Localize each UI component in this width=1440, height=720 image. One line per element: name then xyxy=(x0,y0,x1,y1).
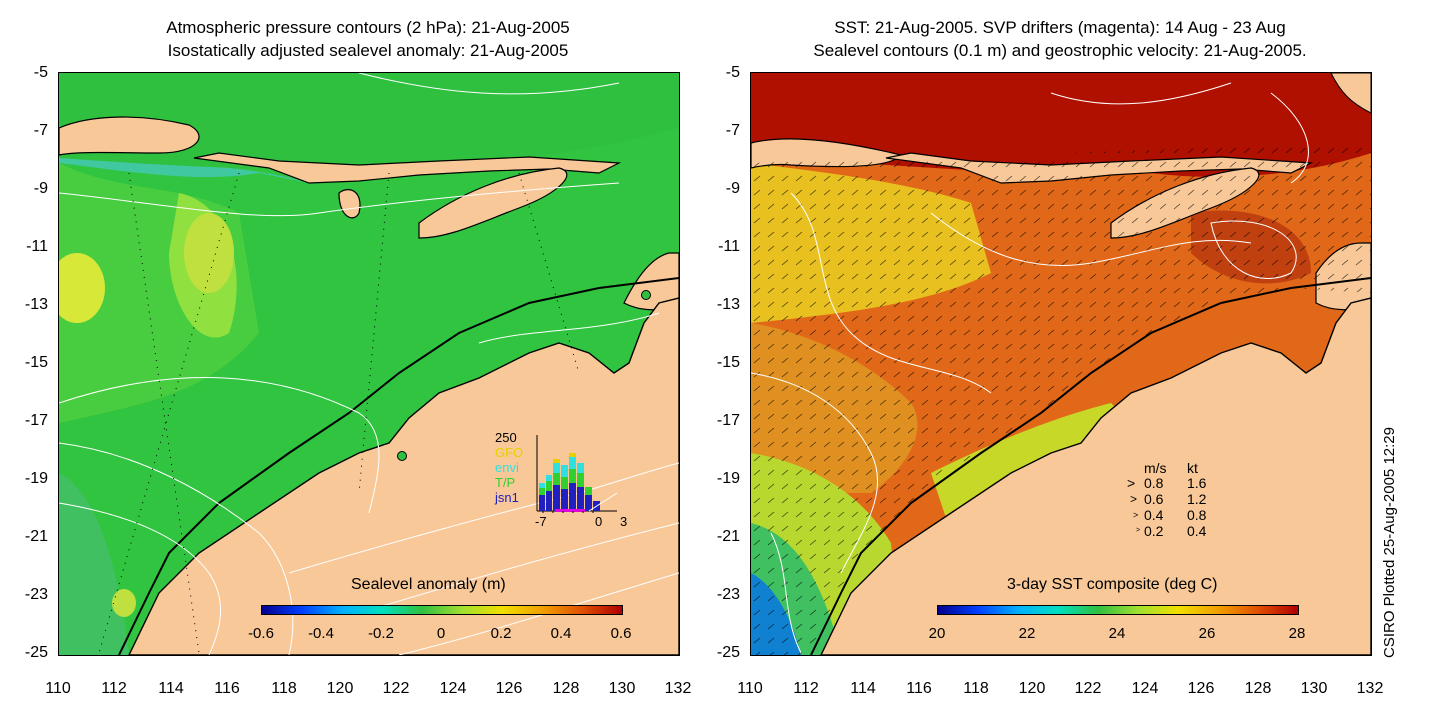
velocity-row-3-kt: 0.4 xyxy=(1187,523,1207,539)
right-title-line2: Sealevel contours (0.1 m) and geostrophi… xyxy=(813,41,1307,60)
left-ytick-2: -9 xyxy=(33,180,48,197)
right-xtick-10: 130 xyxy=(1300,680,1328,697)
right-xtick-0: 110 xyxy=(737,680,763,697)
left-xtick-11: 132 xyxy=(664,680,692,697)
velocity-row-2-ms: 0.4 xyxy=(1144,507,1164,523)
velocity-row-2-kt: 0.8 xyxy=(1187,507,1207,523)
velocity-arrow-icon-2: > xyxy=(1133,510,1139,520)
right-cb-tick-1: 22 xyxy=(1018,625,1036,642)
left-xtick-10: 130 xyxy=(608,680,636,697)
right-cb-tick-2: 24 xyxy=(1108,625,1126,642)
left-xtick-2: 114 xyxy=(158,680,184,697)
left-xtick-1: 112 xyxy=(101,680,127,697)
left-ytick-6: -17 xyxy=(24,412,48,429)
right-ytick-2: -9 xyxy=(725,180,740,197)
velocity-arrow-icon-3: > xyxy=(1136,527,1141,534)
left-ytick-7: -19 xyxy=(24,470,48,487)
sst-map: m/s kt > 0.8 1.6 > 0.6 1.2 > 0.4 0.8 > 0… xyxy=(750,72,1372,656)
left-cb-tick-6: 0.6 xyxy=(610,625,632,642)
right-ytick-3: -11 xyxy=(718,238,740,255)
left-cb-tick-1: -0.4 xyxy=(308,625,334,642)
sst-map-svg xyxy=(751,73,1371,655)
sealevel-anomaly-map: Sealevel anomaly (m) -0.6 -0.4 -0.2 0 0.… xyxy=(58,72,680,656)
left-xtick-3: 116 xyxy=(214,680,240,697)
right-cb-tick-3: 26 xyxy=(1198,625,1216,642)
right-title-line1: SST: 21-Aug-2005. SVP drifters (magenta)… xyxy=(834,18,1286,37)
right-ytick-5: -15 xyxy=(716,354,740,371)
right-xtick-9: 128 xyxy=(1244,680,1272,697)
left-title-line2: Isostatically adjusted sealevel anomaly:… xyxy=(167,41,569,60)
velocity-header-ms: m/s xyxy=(1144,460,1167,476)
csiro-plotted-label: CSIRO Plotted 25-Aug-2005 12:29 xyxy=(1381,427,1398,658)
velocity-row-1-ms: 0.6 xyxy=(1144,491,1164,507)
right-ytick-10: -25 xyxy=(716,644,740,661)
velocity-row-0-ms: 0.8 xyxy=(1144,475,1164,491)
histogram-chart xyxy=(536,435,618,513)
left-xtick-0: 110 xyxy=(45,680,71,697)
right-xtick-1: 112 xyxy=(793,680,819,697)
left-cb-tick-3: 0 xyxy=(436,625,446,642)
left-xtick-8: 126 xyxy=(495,680,523,697)
right-ytick-9: -23 xyxy=(716,586,740,603)
left-colorbar-label: Sealevel anomaly (m) xyxy=(351,576,506,593)
hist-xtick-2: 3 xyxy=(620,514,628,529)
left-xtick-4: 118 xyxy=(271,680,297,697)
left-xtick-5: 120 xyxy=(326,680,354,697)
right-ytick-1: -7 xyxy=(725,122,740,139)
right-colorbar-label: 3-day SST composite (deg C) xyxy=(1007,576,1218,593)
right-xtick-8: 126 xyxy=(1187,680,1215,697)
right-cb-tick-4: 28 xyxy=(1288,625,1306,642)
right-xtick-3: 116 xyxy=(906,680,932,697)
right-ytick-4: -13 xyxy=(716,296,740,313)
right-xtick-5: 120 xyxy=(1018,680,1046,697)
left-cb-tick-4: 0.2 xyxy=(490,625,512,642)
right-ytick-7: -19 xyxy=(716,470,740,487)
velocity-row-3-ms: 0.2 xyxy=(1144,523,1164,539)
left-ytick-10: -25 xyxy=(24,644,48,661)
right-xtick-11: 132 xyxy=(1356,680,1384,697)
right-xtick-6: 122 xyxy=(1074,680,1102,697)
left-ytick-9: -23 xyxy=(24,586,48,603)
hist-xtick-0: -7 xyxy=(535,514,547,529)
right-xtick-7: 124 xyxy=(1131,680,1159,697)
velocity-arrow-icon-0: > xyxy=(1127,475,1136,491)
left-ytick-5: -15 xyxy=(24,354,48,371)
left-cb-tick-2: -0.2 xyxy=(368,625,394,642)
right-ytick-0: -5 xyxy=(725,64,740,81)
left-cb-tick-5: 0.4 xyxy=(550,625,572,642)
hist-series-jsn1: jsn1 xyxy=(495,490,519,505)
left-ytick-8: -21 xyxy=(24,528,48,545)
velocity-row-1-kt: 1.2 xyxy=(1187,491,1207,507)
right-ytick-6: -17 xyxy=(716,412,740,429)
left-title-line1: Atmospheric pressure contours (2 hPa): 2… xyxy=(166,18,570,37)
hist-max-label: 250 xyxy=(495,430,517,445)
right-colorbar xyxy=(937,605,1299,615)
hist-series-tp: T/P xyxy=(495,475,516,490)
left-ytick-0: -5 xyxy=(33,64,48,81)
left-ytick-4: -13 xyxy=(24,296,48,313)
left-ytick-1: -7 xyxy=(33,122,48,139)
right-xtick-4: 118 xyxy=(963,680,989,697)
left-xtick-9: 128 xyxy=(552,680,580,697)
hist-xtick-1: 0 xyxy=(595,514,603,529)
right-cb-tick-0: 20 xyxy=(928,625,946,642)
velocity-header-kt: kt xyxy=(1187,460,1198,476)
left-xtick-6: 122 xyxy=(382,680,410,697)
left-xtick-7: 124 xyxy=(439,680,467,697)
left-colorbar xyxy=(261,605,623,615)
velocity-arrow-icon-1: > xyxy=(1130,492,1138,506)
hist-series-gfo: GFO xyxy=(495,445,524,460)
left-ytick-3: -11 xyxy=(26,238,48,255)
hist-series-envi: envi xyxy=(495,460,519,475)
right-xtick-2: 114 xyxy=(850,680,876,697)
left-cb-tick-0: -0.6 xyxy=(248,625,274,642)
sealevel-map-svg xyxy=(59,73,679,655)
velocity-row-0-kt: 1.6 xyxy=(1187,475,1207,491)
right-ytick-8: -21 xyxy=(716,528,740,545)
